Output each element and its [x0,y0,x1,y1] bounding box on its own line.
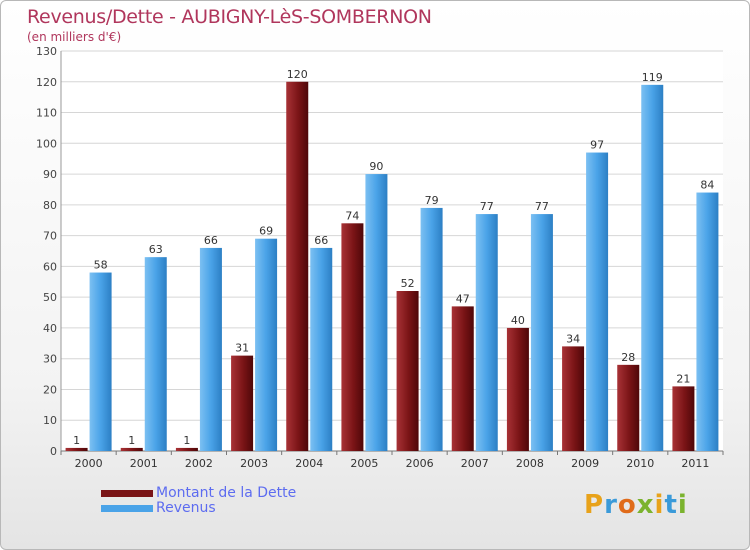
data-label: 74 [345,209,359,222]
y-tick-label: 90 [43,168,57,181]
revenue-bar [365,174,388,452]
y-tick-label: 110 [36,107,57,120]
revenue-bar [144,257,167,451]
debt-bar [396,291,419,451]
revenue-bar [310,247,333,451]
data-label: 31 [235,342,249,355]
debt-bar [341,223,364,451]
y-tick-label: 130 [36,45,57,58]
chart-subtitle: (en milliers d'€) [27,30,122,44]
y-tick-label: 50 [43,291,57,304]
debt-bar [175,447,198,451]
plot-area [61,51,723,451]
y-tick-label: 100 [36,137,57,150]
legend-swatch-revenue [101,505,153,512]
x-tick-label: 2003 [240,457,268,470]
data-label: 63 [149,243,163,256]
proxiti-logo: Proxiti [584,490,688,520]
x-tick-label: 2005 [350,457,378,470]
y-tick-label: 20 [43,383,57,396]
debt-bar [506,327,529,451]
data-label: 90 [369,160,383,173]
data-label: 66 [204,234,218,247]
revenue-bar [530,214,553,451]
data-label: 79 [425,194,439,207]
data-label: 77 [535,200,549,213]
debt-bar [672,386,695,451]
revenue-bar [420,207,443,451]
chart-title: Revenus/Dette - AUBIGNY-LèS-SOMBERNON [27,6,432,28]
data-label: 97 [590,139,604,152]
revenue-bar [475,214,498,451]
legend-swatch-debt [101,490,153,497]
data-label: 1 [73,434,80,447]
debt-bar [451,306,474,451]
y-tick-label: 80 [43,199,57,212]
x-tick-label: 2002 [185,457,213,470]
x-tick-label: 2004 [295,457,323,470]
revenue-bar [255,238,278,451]
x-tick-label: 2008 [516,457,544,470]
y-tick-label: 60 [43,260,57,273]
data-label: 52 [401,277,415,290]
data-label: 58 [94,259,108,272]
debt-bar [562,346,585,451]
data-label: 28 [621,351,635,364]
logo-letter: i [677,490,688,520]
data-label: 1 [128,434,135,447]
debt-bar [120,447,143,451]
logo-letter: r [604,490,618,520]
y-tick-label: 70 [43,230,57,243]
revenue-bar [641,84,664,451]
data-label: 21 [676,372,690,385]
x-tick-label: 2011 [681,457,709,470]
data-label: 1 [183,434,190,447]
revenue-bar [586,152,609,452]
y-tick-label: 0 [50,445,57,458]
y-tick-label: 30 [43,353,57,366]
legend-label-revenue: Revenus [156,500,216,516]
y-tick-label: 10 [43,414,57,427]
debt-bar [231,355,254,451]
logo-letter: o [617,490,637,520]
x-tick-label: 2000 [75,457,103,470]
y-tick-label: 40 [43,322,57,335]
revenue-bar [89,272,112,451]
data-label: 120 [287,68,308,81]
revenue-bar [199,247,222,451]
debt-bar [617,364,640,451]
data-label: 47 [456,292,470,305]
x-tick-label: 2007 [461,457,489,470]
logo-letter: t [664,490,678,520]
data-label: 69 [259,225,273,238]
logo-letter: i [654,490,665,520]
data-label: 84 [700,179,714,192]
x-tick-label: 2010 [626,457,654,470]
x-tick-label: 2009 [571,457,599,470]
x-tick-label: 2006 [406,457,434,470]
debt-bar [65,447,88,451]
data-label: 40 [511,314,525,327]
legend-label-debt: Montant de la Dette [156,485,297,501]
x-tick-label: 2001 [130,457,158,470]
data-label: 119 [642,71,663,84]
debt-bar [286,81,309,452]
data-label: 66 [314,234,328,247]
y-tick-label: 120 [36,76,57,89]
revenue-bar [696,192,719,452]
logo-letter: P [584,490,605,520]
data-label: 34 [566,332,580,345]
logo-letter: x [636,490,655,520]
data-label: 77 [480,200,494,213]
